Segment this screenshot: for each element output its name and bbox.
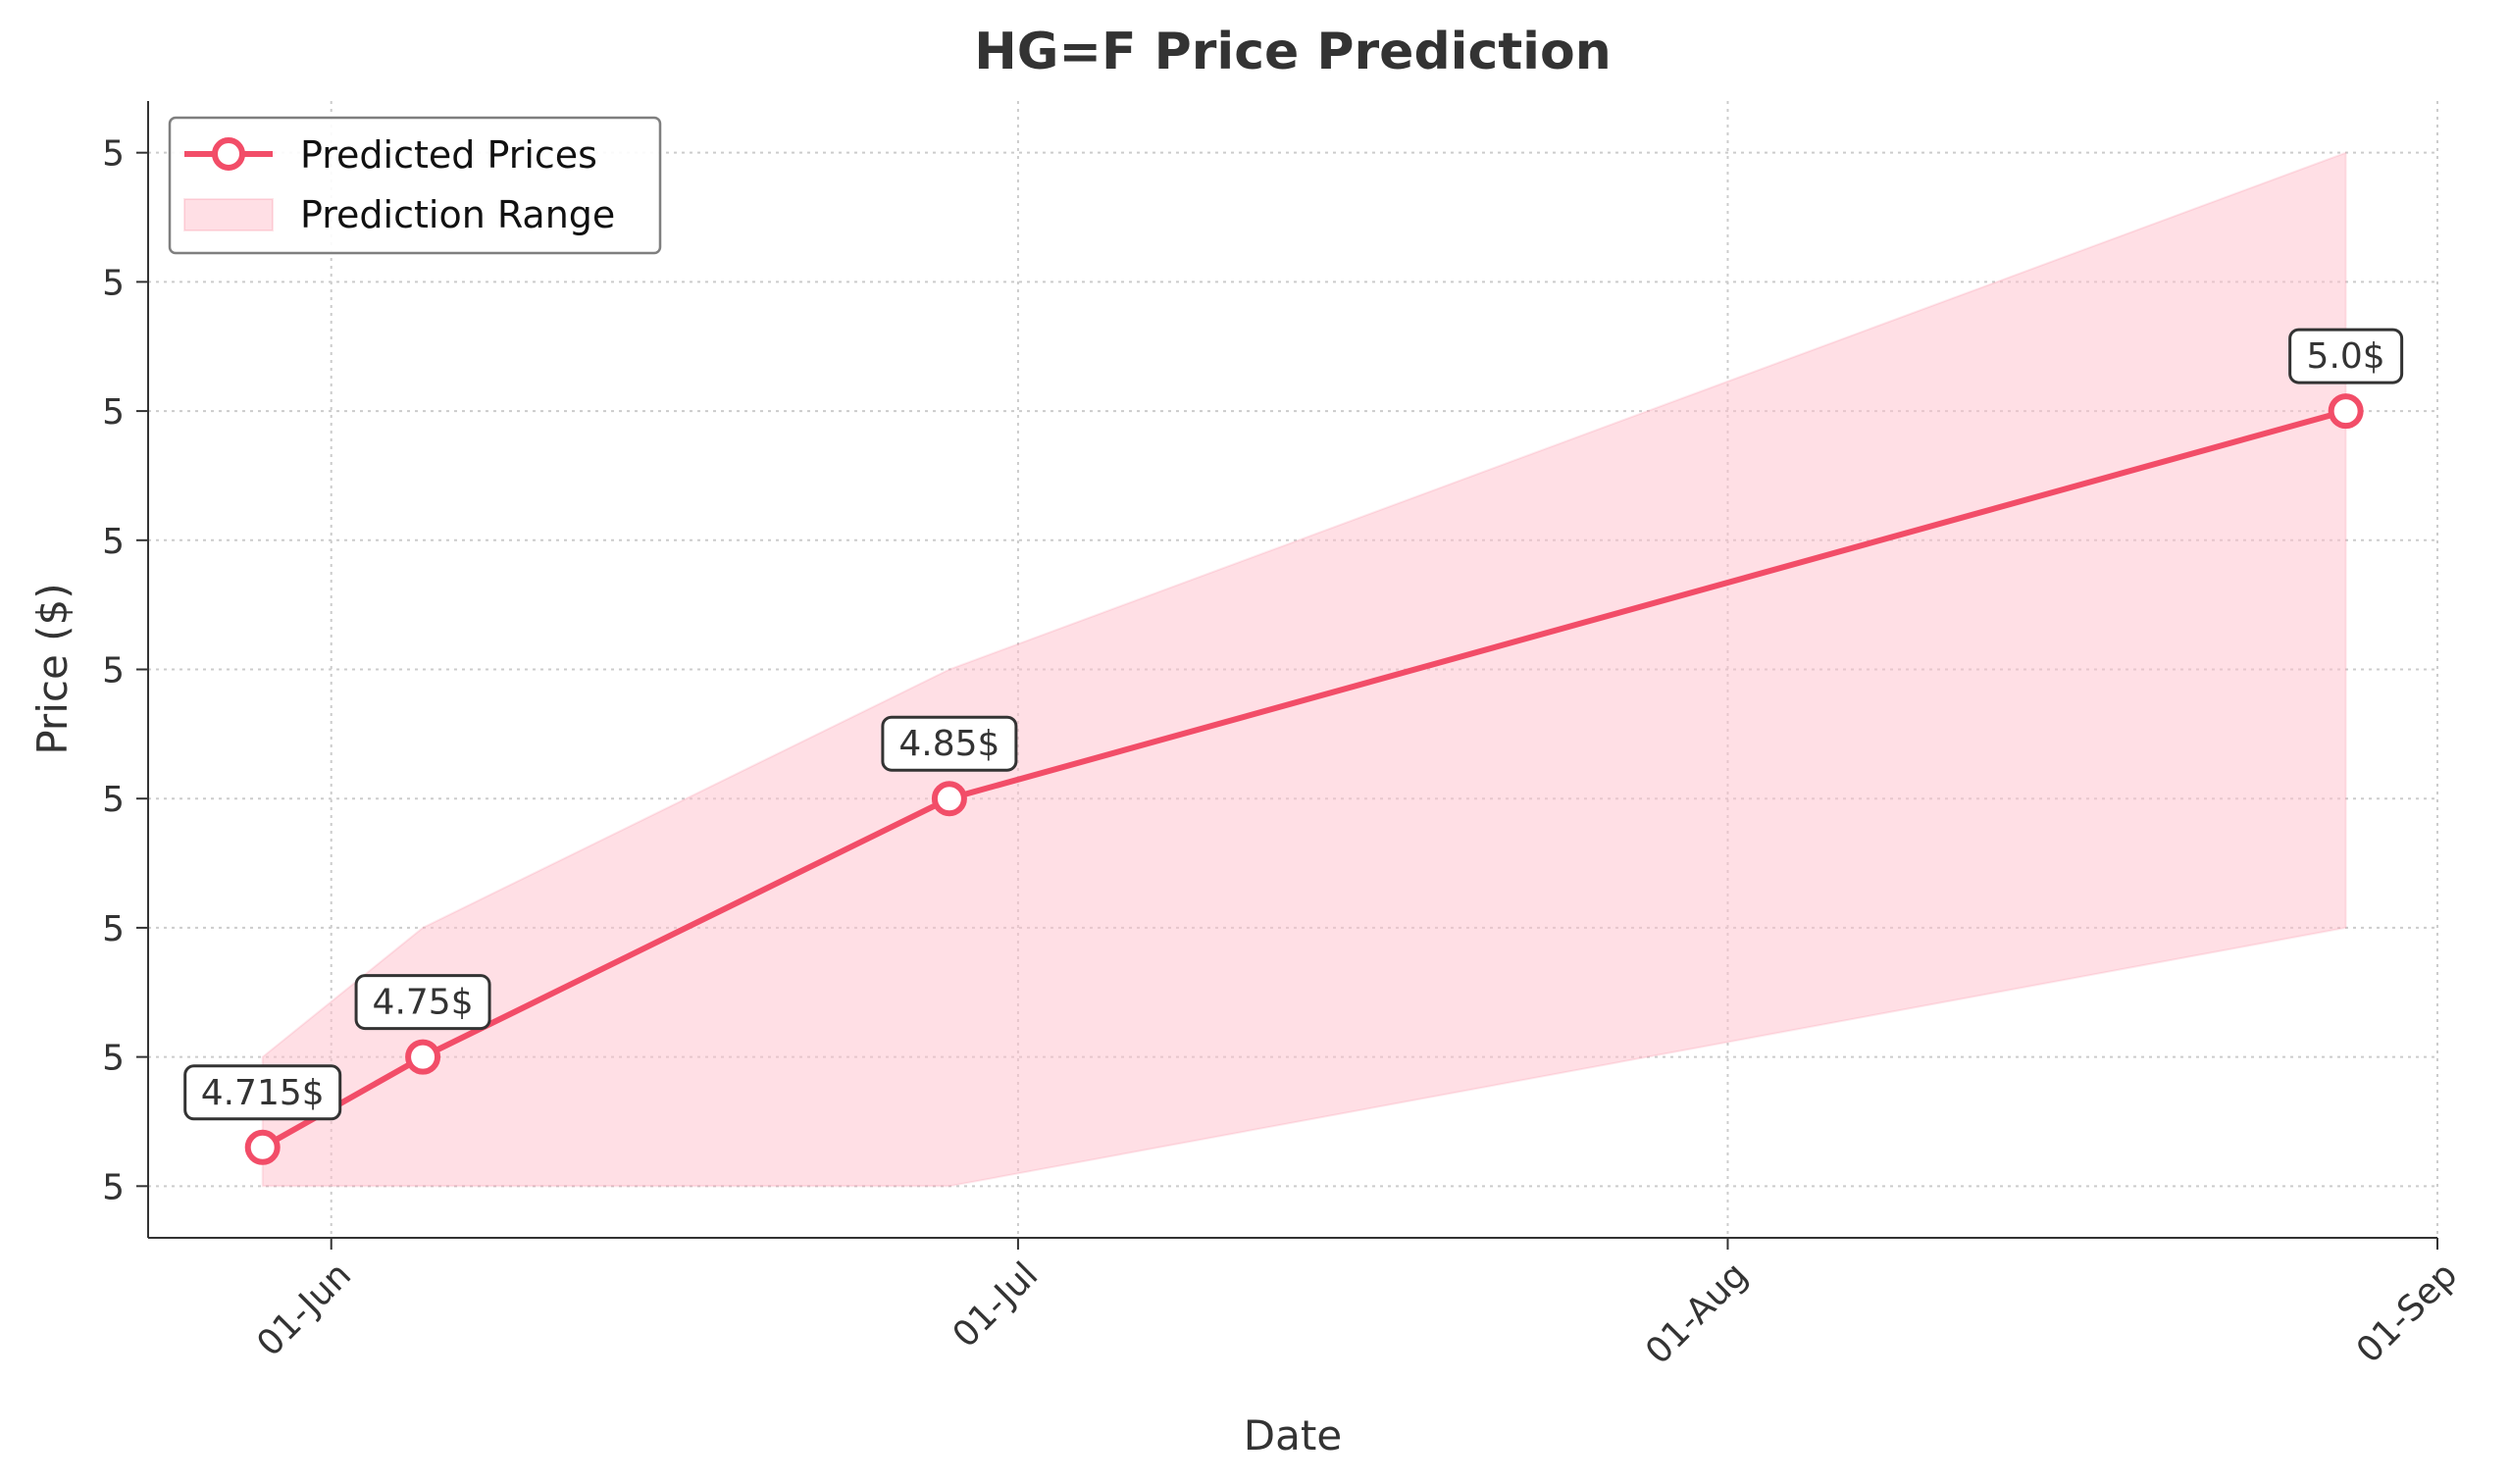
legend-marker-swatch: [212, 137, 245, 171]
x-axis-label: Date: [1244, 1411, 1342, 1459]
data-label-box-3: [2288, 328, 2404, 384]
data-point-1: [405, 1039, 441, 1075]
y-tick-label-3: 5: [102, 780, 125, 820]
y-tick-label-2: 5: [102, 909, 125, 949]
data-point-3: [2328, 393, 2364, 430]
data-point-2: [931, 781, 967, 817]
legend-frame: [168, 116, 662, 255]
y-tick-label-6: 5: [102, 392, 125, 433]
prediction-range-area: [261, 151, 2347, 1188]
prediction-range-band: [261, 151, 2347, 1188]
data-label-0: 4.715$: [201, 1073, 325, 1113]
data-label-3: 5.0$: [2307, 336, 2385, 377]
legend-entry-predicted-prices: Predicted Prices: [300, 133, 597, 177]
legend-entry-prediction-range: Prediction Range: [300, 193, 615, 236]
y-axis-label: Price ($): [28, 583, 77, 754]
y-axis-ticks: 5 5 5 5 5 5 5 5 5: [102, 134, 148, 1207]
y-tick-label-0: 5: [102, 1167, 125, 1207]
data-label-box-2: [881, 715, 1018, 772]
y-tick-label-4: 5: [102, 651, 125, 691]
data-point-0: [244, 1129, 281, 1165]
predicted-prices-line: [261, 408, 2347, 1151]
data-label-1: 4.75$: [373, 983, 474, 1023]
predicted-prices-series: [244, 393, 2364, 1165]
chart-title: HG=F Price Prediction: [974, 23, 1612, 81]
data-label-box-1: [354, 974, 491, 1031]
legend-area-swatch: [183, 198, 274, 231]
y-tick-label-8: 5: [102, 134, 125, 175]
legend: Predicted Prices Prediction Range: [168, 116, 662, 255]
data-label-box-0: [183, 1064, 342, 1121]
y-tick-label-1: 5: [102, 1039, 125, 1079]
data-labels: 4.715$ 4.75$ 4.85$ 5.0$: [183, 328, 2404, 1121]
y-tick-label-7: 5: [102, 263, 125, 303]
y-tick-label-5: 5: [102, 522, 125, 562]
data-label-2: 4.85$: [898, 724, 999, 764]
